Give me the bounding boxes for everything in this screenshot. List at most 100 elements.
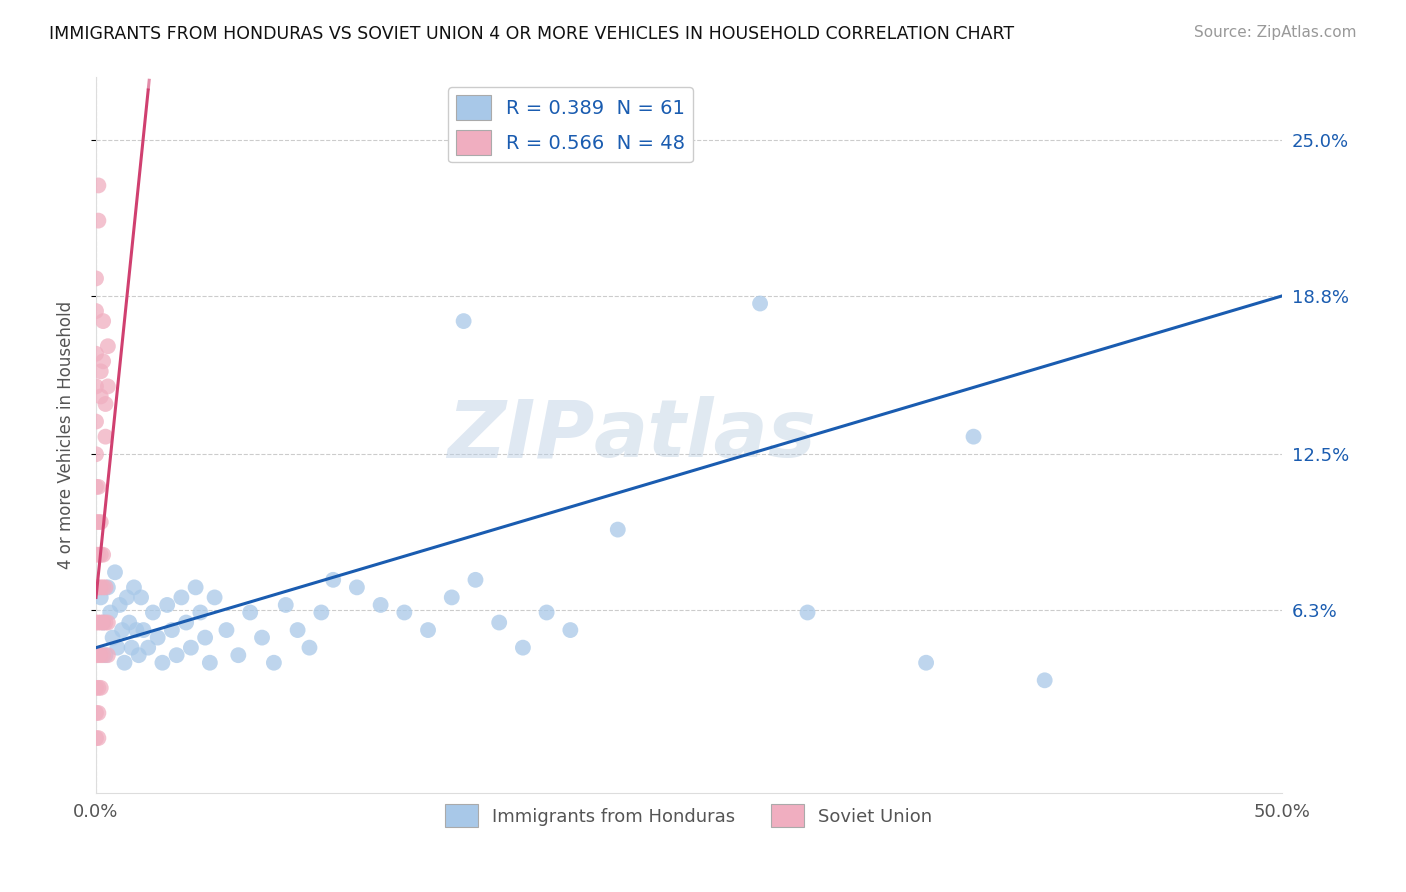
Point [87,681,110,695]
Point [122,580,145,594]
Point [239,606,262,620]
Point [111,623,134,637]
Point [91,648,114,663]
Point [298,640,321,655]
Point [121,640,143,655]
Point [194,631,217,645]
Point [97,379,120,393]
Point [104,566,127,580]
Point [84,271,107,285]
Point [91,354,114,368]
Point [84,615,107,630]
Point [90,615,112,630]
Point [90,681,112,695]
Point [90,515,112,529]
Point [170,591,193,605]
Point [98,606,121,620]
Point [105,640,128,655]
Point [394,606,416,620]
Point [142,606,165,620]
Point [84,347,107,361]
Point [180,640,202,655]
Point [190,606,212,620]
Point [915,656,938,670]
Point [84,447,107,461]
Point [796,606,818,620]
Point [84,731,107,745]
Point [90,648,112,663]
Point [512,640,534,655]
Point [84,304,107,318]
Y-axis label: 4 or more Vehicles in Household: 4 or more Vehicles in Household [58,301,75,569]
Point [91,580,114,594]
Point [84,681,107,695]
Text: ZIP: ZIP [447,396,595,475]
Point [166,648,188,663]
Point [346,580,368,594]
Point [90,548,112,562]
Point [416,623,439,637]
Point [94,397,117,411]
Point [536,606,558,620]
Point [174,615,197,630]
Point [453,314,475,328]
Point [215,623,238,637]
Text: Source: ZipAtlas.com: Source: ZipAtlas.com [1194,25,1357,40]
Point [274,598,297,612]
Point [84,480,107,494]
Point [962,430,984,444]
Point [226,648,249,663]
Point [87,213,110,227]
Point [87,648,110,663]
Point [464,573,486,587]
Point [87,515,110,529]
Point [91,548,114,562]
Point [204,591,226,605]
Point [160,623,183,637]
Point [156,598,179,612]
Point [440,591,463,605]
Point [90,364,112,378]
Point [152,656,174,670]
Point [87,480,110,494]
Point [114,656,136,670]
Point [87,731,110,745]
Point [97,648,120,663]
Point [132,623,155,637]
Point [97,615,120,630]
Point [84,415,107,429]
Point [90,580,112,594]
Point [287,623,309,637]
Point [118,615,141,630]
Point [94,430,117,444]
Point [311,606,333,620]
Point [198,656,221,670]
Point [125,623,148,637]
Point [90,389,112,403]
Point [84,548,107,562]
Point [101,631,124,645]
Legend: Immigrants from Honduras, Soviet Union: Immigrants from Honduras, Soviet Union [439,797,939,834]
Point [91,615,114,630]
Point [94,648,117,663]
Point [84,706,107,720]
Point [146,631,169,645]
Point [84,648,107,663]
Text: atlas: atlas [595,396,817,475]
Point [87,615,110,630]
Point [97,339,120,353]
Point [560,623,582,637]
Point [606,523,628,537]
Point [87,548,110,562]
Point [250,631,273,645]
Point [91,615,114,630]
Point [94,615,117,630]
Point [263,656,285,670]
Point [128,648,150,663]
Point [488,615,510,630]
Point [84,379,107,393]
Point [90,591,112,605]
Point [129,591,152,605]
Point [97,580,120,594]
Text: IMMIGRANTS FROM HONDURAS VS SOVIET UNION 4 OR MORE VEHICLES IN HOUSEHOLD CORRELA: IMMIGRANTS FROM HONDURAS VS SOVIET UNION… [49,25,1014,43]
